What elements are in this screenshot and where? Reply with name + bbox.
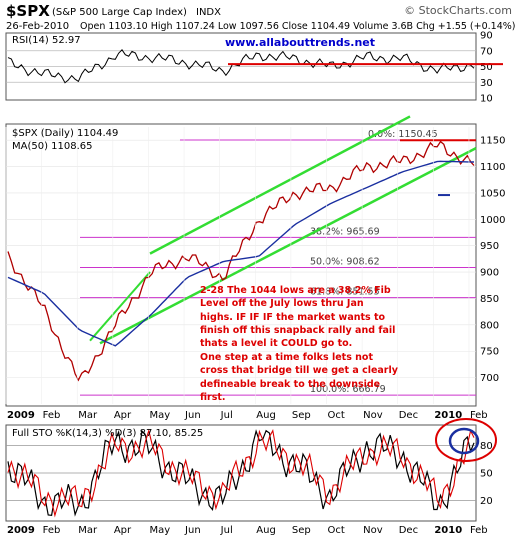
price-x-label: Jul [220,410,233,421]
highlight-circle-inner [448,427,480,455]
price-y-tick: 1050 [480,188,505,199]
sto-x-label: Jul [220,525,233,536]
price-x-label: Dec [399,410,418,421]
channel-upper-line [149,115,411,255]
price-y-tick: 700 [480,373,499,384]
annotation-line: One step at a time folks lets not [200,352,373,363]
price-x-label: Apr [114,410,132,421]
rsi-y-tick: 70 [480,46,493,57]
sto-x-label: Oct [328,525,345,536]
sto-k-line [7,429,475,517]
annotation-line: finish off this snapback rally and fail [200,325,395,336]
price-y-tick: 1000 [480,215,505,226]
index-name: (S&P 500 Large Cap Index) [52,7,187,18]
sto-legend: Full STO %K(14,3) %D(3) 87.10, 85.25 [12,428,203,439]
exchange: INDX [196,7,221,18]
price-series-line [7,140,475,382]
sto-x-label: Feb [470,525,488,536]
sto-x-label: Dec [399,525,418,536]
sto-d-line [7,428,475,518]
rsi-y-tick: 10 [480,94,493,105]
rsi-y-tick: 90 [480,31,493,42]
credit: © StockCharts.com [404,4,512,17]
rsi-series-line [7,49,475,84]
sto-y-tick: 50 [480,469,493,480]
sto-x-label: Sep [292,525,311,536]
annotation-line: defineable break to the downside [200,379,380,390]
price-x-label: Mar [78,410,98,421]
sto-x-label: Aug [256,525,276,536]
annotation-line: Level off the July lows thru Jan [200,298,364,309]
price-y-tick: 900 [480,268,499,279]
highlight-circle-outer [435,418,497,462]
price-x-label: Oct [328,410,345,421]
rsi-y-tick: 50 [480,62,493,73]
price-y-tick: 750 [480,347,499,358]
sto-x-label: Jun [184,525,201,536]
rsi-y-tick: 30 [480,78,493,89]
price-y-tick: 950 [480,241,499,252]
price-x-label: Feb [470,410,488,421]
annotation-line: first. [200,392,226,403]
price-x-label: 2010 [434,410,462,421]
sto-x-label: Mar [78,525,98,536]
sto-y-tick: 20 [480,496,493,507]
price-y-tick: 1150 [480,136,505,147]
fib-level-label: 0.0%: 1150.45 [368,129,438,140]
fib-level-label: 50.0%: 908.62 [310,257,380,268]
price-x-label: Jun [184,410,201,421]
sto-x-label: May [149,525,170,536]
annotation-line: 2-28 The 1044 lows are a 38.2% Fib [200,285,391,296]
price-legend: $SPX (Daily) 1104.49 [12,128,118,139]
sto-x-label: Nov [363,525,383,536]
price-panel: 1150 1100 1050 1000 950 900 850 800 750 700 0.0%: … [5,115,505,421]
ma-legend: MA(50) 1108.65 [12,141,93,152]
trend-line [89,271,151,342]
price-x-label: Sep [292,410,311,421]
price-x-label: Aug [256,410,276,421]
fib-level-label: 100.0%: 666.79 [310,384,386,395]
price-x-label: Nov [363,410,383,421]
rsi-panel: 90 70 50 30 10 [6,31,503,105]
website-label: www.allabouttrends.net [225,36,375,49]
price-x-label: 2009 [7,410,35,421]
sto-x-label: Apr [114,525,132,536]
price-x-label: May [149,410,170,421]
rsi-legend: RSI(14) 52.97 [12,35,81,46]
price-x-label: Feb [43,410,61,421]
sto-x-label: Feb [43,525,61,536]
annotation-note: 2-28 The 1044 lows are a 38.2% Fib Level… [200,285,399,403]
sto-x-label: 2010 [434,525,462,536]
annotation-line: cross that bridge till we get a clearly [200,365,399,376]
price-y-tick: 850 [480,294,499,305]
sto-panel: 80 50 20 2009 Feb Mar Apr May Jun Jul Aug Sep Oct Nov… [6,418,497,536]
annotation-line: highs. IF IF IF the market wants to [200,312,386,323]
symbol-title: $SPX [6,2,50,20]
annotation-line: thats a level it COULD go to. [200,338,352,349]
fib-level-label: 38.2%: 965.69 [310,226,380,237]
ma-series-line [7,160,475,347]
quote-date: 26-Feb-2010 [6,21,69,32]
price-y-tick: 1100 [480,162,505,173]
fib-level-label: 61.8%: 851.55 [310,287,380,298]
sto-x-label: 2009 [7,525,35,536]
sto-y-tick: 80 [480,441,493,452]
quote-line: Open 1103.10 High 1107.24 Low 1097.56 Cl… [80,21,515,32]
channel-lower-line [99,146,477,345]
price-y-tick: 800 [480,320,499,331]
